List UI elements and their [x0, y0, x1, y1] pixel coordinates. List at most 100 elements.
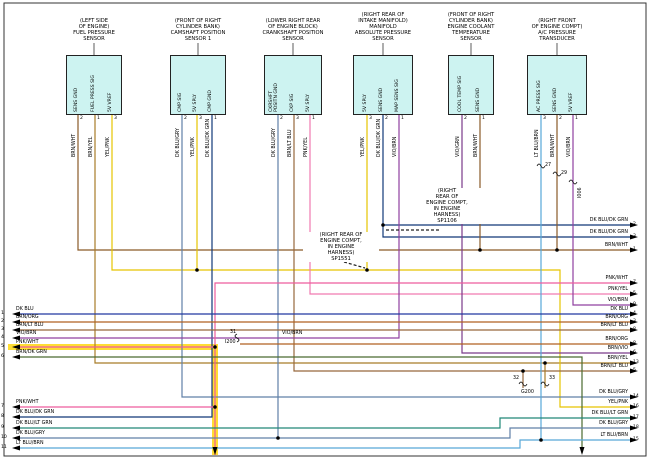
- arrow-down: [579, 447, 585, 455]
- right-pin-number: 2: [633, 222, 636, 227]
- connector-caption-engine-coolant-temperature-sensor: (FRONT OF RIGHT CYLINDER BANK) ENGINE CO…: [431, 12, 511, 42]
- wire-color-label: BRN/LT BLU: [288, 129, 293, 157]
- connector-box-engine-coolant-temperature-sensor: [448, 55, 494, 115]
- arrow-right: [630, 291, 638, 297]
- arrow-down: [212, 447, 218, 455]
- arrow-right: [630, 350, 638, 356]
- arrow-right: [630, 394, 638, 400]
- splice-dot: [276, 436, 280, 440]
- wire-color-label: VIO/GRN: [456, 136, 461, 157]
- pin-label: 5V SPLY: [306, 94, 311, 112]
- arrow-right: [630, 415, 638, 421]
- splice-dot: [365, 268, 369, 272]
- right-wire-label: YEL/PNK: [608, 400, 628, 405]
- arrow-right: [630, 311, 638, 317]
- arrow-right: [630, 319, 638, 325]
- right-wire-label: VIO/BRN: [607, 298, 628, 303]
- pin-number: 1: [214, 116, 217, 121]
- pin-number: 3: [543, 116, 546, 121]
- connector-caption-ac-pressure-transducer: (RIGHT FRONT OF ENGINE COMPT) A/C PRESSU…: [517, 18, 597, 42]
- wire-map-gnd: [382, 115, 630, 238]
- inline-connector-label: 33: [549, 376, 556, 381]
- arrow-right: [630, 302, 638, 308]
- pin-label: 5V SPLY: [193, 94, 198, 112]
- wire-color-label: YEL/PNK: [361, 137, 366, 157]
- right-pin-number: 7: [633, 280, 636, 285]
- right-pin-number: 13: [633, 360, 639, 365]
- inline-connector-label: VIO/BRN: [282, 331, 303, 336]
- wire-color-label: DK BLU/DK GRN: [377, 118, 382, 157]
- pin-label: AC PRESS SIG: [537, 80, 542, 112]
- right-wire-label: PNK/WHT: [605, 276, 628, 281]
- arrow-left: [12, 404, 20, 410]
- pin-label: SENS GND: [379, 87, 384, 112]
- arrow-right: [630, 360, 638, 366]
- break-mark: [540, 381, 550, 387]
- break-mark: [536, 163, 546, 169]
- left-wire-label: PNK/WHT: [16, 400, 39, 405]
- arrow-right: [630, 404, 638, 410]
- pin-label: 5V VREF: [108, 92, 113, 112]
- wire-ac-vref: [572, 115, 630, 306]
- pin-label: SENS GND: [553, 87, 558, 112]
- right-wire-label: BRN/YEL: [607, 356, 628, 361]
- pin-number: 2: [385, 116, 388, 121]
- connector-box-ac-pressure-transducer: [527, 55, 587, 115]
- right-pin-number: 3: [633, 319, 636, 324]
- wire-ckp-sig: [293, 115, 630, 372]
- pin-number: 2: [280, 116, 283, 121]
- splice-dot: [381, 223, 385, 227]
- right-wire-label: DK BLU/DK GRN: [589, 230, 628, 235]
- pin-label: COOL TEMP SIG: [458, 75, 463, 112]
- wire-sp1551-leader: [343, 261, 366, 269]
- left-pin-number: 2: [1, 319, 4, 324]
- break-mark: [518, 381, 528, 387]
- right-pin-number: 18: [633, 425, 639, 430]
- wire-color-label: VIO/BRN: [393, 136, 398, 157]
- pin-number: 3: [369, 116, 372, 121]
- splice-dot: [213, 405, 217, 409]
- break-mark: [234, 333, 240, 343]
- pin-label: 5V SPLY: [363, 94, 368, 112]
- left-wire-label: BRN/LT BLU: [16, 323, 44, 328]
- arrow-right: [630, 234, 638, 240]
- right-wire-label: DK BLU/GRY: [599, 390, 628, 395]
- connector-caption-manifold-absolute-pressure-sensor: (RIGHT REAR OF INTAKE MANIFOLD) MANIFOLD…: [343, 12, 423, 42]
- wire-dk-blu-gry-thru: [20, 427, 630, 439]
- arrow-left: [12, 425, 20, 431]
- right-wire-label: BRN/VIO: [607, 346, 628, 351]
- wire-color-label: DK BLU/GRY: [272, 128, 277, 157]
- arrow-left: [12, 335, 20, 341]
- connector-caption-fuel-pressure-sensor: (LEFT SIDE OF ENGINE) FUEL PRESSURE SENS…: [54, 18, 134, 42]
- splice-dot: [539, 438, 543, 442]
- wire-color-label: DK BLU/GRY: [176, 128, 181, 157]
- left-wire-label: BRN/ORG: [16, 315, 39, 320]
- inline-connector-label: 32: [513, 376, 520, 381]
- pin-number: 2: [464, 116, 467, 121]
- arrow-left: [12, 319, 20, 325]
- left-wire-label: DK BLU/DK GRN: [16, 410, 55, 415]
- right-pin-number: 5: [633, 291, 636, 296]
- connector-box-crankshaft-position-sensor: [264, 55, 322, 115]
- arrow-right: [630, 222, 638, 228]
- right-wire-label: DK BLU/GRY: [599, 421, 628, 426]
- left-pin-number: 3: [1, 327, 4, 332]
- wire-map-sig: [20, 115, 400, 339]
- splice-dot: [478, 248, 482, 252]
- right-wire-label: BRN/WHT: [604, 243, 628, 248]
- connector-caption-crankshaft-position-sensor: (LOWER RIGHT REAR OF ENGINE BLOCK) CRANK…: [253, 18, 333, 42]
- right-wire-label: BRN/LT BLU: [600, 364, 628, 369]
- pin-number: 1: [312, 116, 315, 121]
- pin-number: 1: [97, 116, 100, 121]
- splice-dot: [543, 361, 547, 365]
- wire-cmp-sig: [181, 115, 630, 398]
- connector-caption-camshaft-position-sensor-1: (FRONT OF RIGHT CYLINDER BANK) CAMSHAFT …: [158, 18, 238, 42]
- inline-connector-label: I006: [578, 187, 583, 198]
- pin-number: 3: [114, 116, 117, 121]
- right-wire-label: LT BLU/BRN: [600, 433, 628, 438]
- wire-color-label: BRN/WHT: [474, 133, 479, 157]
- right-pin-number: 6: [633, 350, 636, 355]
- arrow-right: [630, 437, 638, 443]
- left-pin-number: 7: [1, 404, 4, 409]
